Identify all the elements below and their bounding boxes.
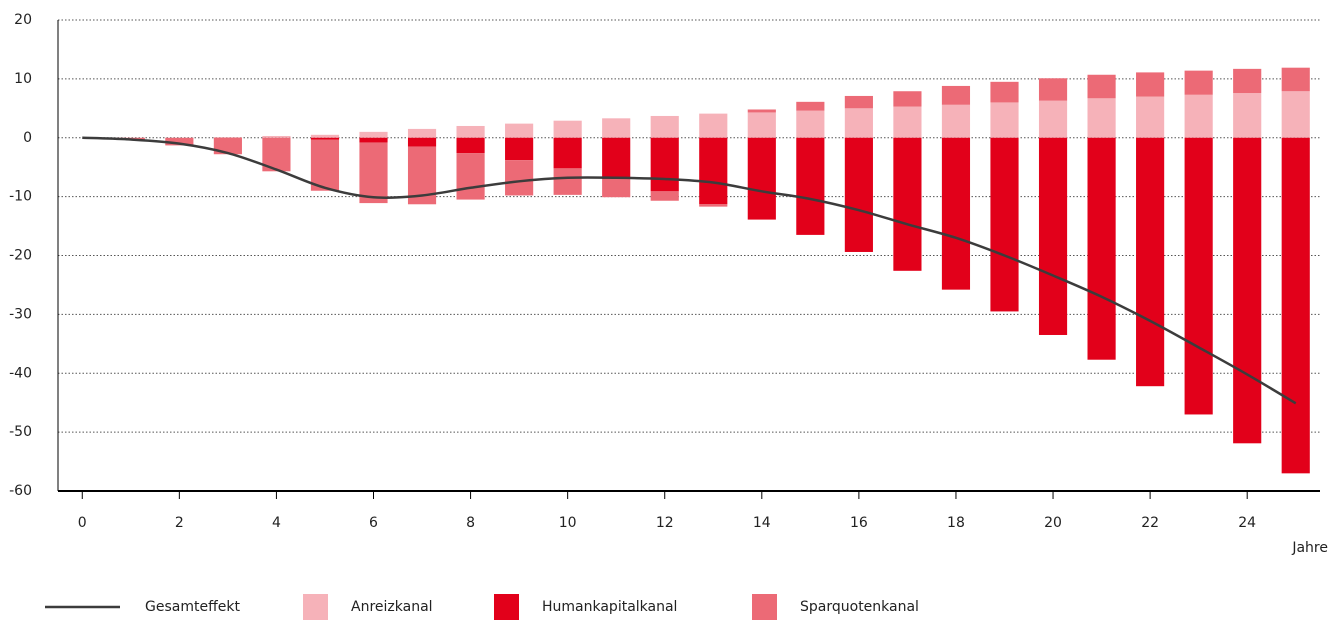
bar — [359, 131, 388, 138]
bar — [310, 139, 340, 191]
bar — [310, 134, 340, 138]
bar — [941, 137, 971, 290]
bar — [747, 137, 776, 220]
bar — [1233, 93, 1262, 138]
legend-label: Anreizkanal — [351, 599, 433, 615]
bar — [602, 137, 631, 179]
bar — [747, 109, 776, 113]
bar — [796, 137, 825, 235]
bar — [505, 137, 534, 161]
line — [82, 136, 1297, 405]
bar — [699, 204, 728, 207]
legend-label: Gesamteffekt — [145, 599, 240, 615]
legend-swatch — [494, 594, 519, 620]
bar — [844, 108, 873, 138]
bar — [1038, 78, 1068, 101]
x-tick-label: 20 — [1044, 515, 1062, 531]
bar — [990, 102, 1019, 138]
bar — [456, 125, 485, 138]
bar — [407, 128, 437, 138]
bar — [1281, 67, 1310, 92]
legend-swatch — [303, 594, 328, 620]
bar — [553, 168, 582, 195]
bar — [1233, 137, 1262, 444]
bar — [893, 106, 922, 138]
bar — [1281, 91, 1310, 138]
bar — [1038, 100, 1068, 138]
x-tick-label: 18 — [947, 515, 965, 531]
bar — [1136, 137, 1165, 387]
x-tick-label: 4 — [272, 515, 281, 531]
x-tick-label: 0 — [78, 515, 87, 531]
bar — [553, 120, 582, 138]
legend-label: Sparquotenkanal — [800, 599, 919, 615]
y-tick-label: 0 — [23, 130, 32, 146]
bar — [262, 135, 291, 138]
bar — [1184, 137, 1213, 415]
bar — [650, 191, 679, 201]
y-tick-label: -60 — [9, 483, 32, 499]
bar — [747, 112, 776, 138]
bar — [893, 137, 922, 271]
legend-swatch — [752, 594, 777, 620]
bar — [1087, 137, 1116, 360]
x-tick-label: 10 — [559, 515, 577, 531]
y-tick-label: 10 — [14, 71, 32, 87]
bar — [1184, 94, 1213, 138]
y-tick-label: -40 — [9, 365, 32, 381]
bar — [1233, 68, 1262, 94]
bar — [505, 160, 534, 196]
bar — [650, 137, 679, 192]
x-tick-label: 16 — [850, 515, 868, 531]
bar — [941, 104, 971, 138]
x-tick-label: 2 — [175, 515, 184, 531]
bar — [1184, 70, 1213, 95]
y-tick-label: -50 — [9, 424, 32, 440]
x-tick-label: 22 — [1141, 515, 1159, 531]
bar — [456, 137, 485, 154]
bar — [796, 110, 825, 138]
bar — [844, 95, 873, 109]
x-axis-label: Jahre — [1291, 540, 1328, 556]
bar — [407, 137, 437, 147]
x-tick-label: 14 — [753, 515, 771, 531]
bar — [893, 91, 922, 107]
bar — [990, 81, 1019, 103]
bar — [796, 101, 825, 111]
bar — [1087, 74, 1116, 99]
x-tick-label: 24 — [1238, 515, 1256, 531]
bar — [699, 137, 728, 205]
bar — [456, 153, 485, 200]
bar — [165, 137, 194, 146]
legend-label: Humankapitalkanal — [542, 599, 677, 615]
bar — [213, 137, 242, 138]
bar — [310, 137, 340, 140]
bar — [844, 137, 873, 252]
y-tick-label: -10 — [9, 189, 32, 205]
x-tick-label: 12 — [656, 515, 674, 531]
bar — [650, 115, 679, 138]
bar — [1136, 96, 1165, 138]
bar — [553, 137, 582, 169]
bar — [602, 178, 631, 198]
y-tick-label: 20 — [14, 12, 32, 28]
bar — [359, 137, 388, 143]
y-tick-label: -30 — [9, 306, 32, 322]
bar — [1281, 137, 1310, 474]
y-tick-label: -20 — [9, 248, 32, 264]
bar — [359, 142, 388, 204]
bar — [990, 137, 1019, 312]
bar — [1136, 72, 1165, 97]
bar — [1087, 98, 1116, 138]
bar — [505, 123, 534, 138]
x-tick-label: 8 — [466, 515, 475, 531]
bar — [1038, 137, 1068, 335]
x-tick-label: 6 — [369, 515, 378, 531]
bar — [941, 85, 971, 105]
bar — [699, 113, 728, 138]
bar — [602, 118, 631, 138]
